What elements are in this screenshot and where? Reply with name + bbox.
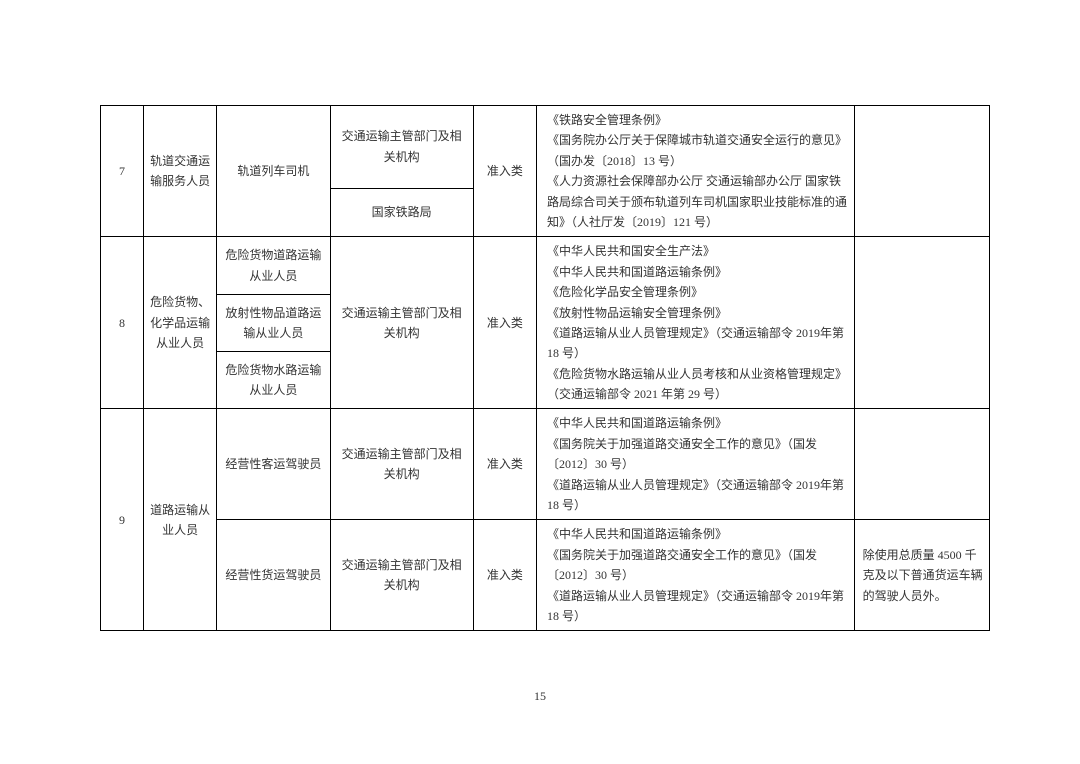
cell-type: 准入类: [473, 520, 536, 631]
cell-note: 除使用总质量 4500 千克及以下普通货运车辆的驾驶人员外。: [854, 520, 989, 631]
cell-dept: 国家铁路局: [330, 188, 473, 237]
cell-subcategory: 经营性货运驾驶员: [217, 520, 330, 631]
table-row: 7 轨道交通运输服务人员 轨道列车司机 交通运输主管部门及相关机构 准入类 《铁…: [101, 106, 990, 189]
table-row: 经营性货运驾驶员 交通运输主管部门及相关机构 准入类 《中华人民共和国道路运输条…: [101, 520, 990, 631]
cell-dept: 交通运输主管部门及相关机构: [330, 409, 473, 520]
cell-num: 7: [101, 106, 144, 237]
cell-category: 危险货物、化学品运输从业人员: [144, 237, 217, 409]
cell-type: 准入类: [473, 106, 536, 237]
cell-dept: 交通运输主管部门及相关机构: [330, 520, 473, 631]
cell-dept: 交通运输主管部门及相关机构: [330, 237, 473, 409]
regulation-table: 7 轨道交通运输服务人员 轨道列车司机 交通运输主管部门及相关机构 准入类 《铁…: [100, 105, 990, 631]
cell-note: [854, 237, 989, 409]
cell-subcategory: 放射性物品道路运输从业人员: [217, 294, 330, 351]
page-number: 15: [0, 689, 1080, 704]
cell-category: 道路运输从业人员: [144, 409, 217, 631]
cell-subcategory: 经营性客运驾驶员: [217, 409, 330, 520]
cell-category: 轨道交通运输服务人员: [144, 106, 217, 237]
document-page: 7 轨道交通运输服务人员 轨道列车司机 交通运输主管部门及相关机构 准入类 《铁…: [0, 0, 1080, 764]
cell-subcategory: 危险货物水路运输从业人员: [217, 352, 330, 409]
cell-num: 9: [101, 409, 144, 631]
cell-dept: 交通运输主管部门及相关机构: [330, 106, 473, 189]
cell-regulation: 《中华人民共和国道路运输条例》 《国务院关于加强道路交通安全工作的意见》（国发〔…: [536, 409, 854, 520]
cell-note: [854, 409, 989, 520]
cell-regulation: 《铁路安全管理条例》 《国务院办公厅关于保障城市轨道交通安全运行的意见》（国办发…: [536, 106, 854, 237]
cell-subcategory: 轨道列车司机: [217, 106, 330, 237]
cell-subcategory: 危险货物道路运输从业人员: [217, 237, 330, 294]
table-row: 9 道路运输从业人员 经营性客运驾驶员 交通运输主管部门及相关机构 准入类 《中…: [101, 409, 990, 520]
cell-regulation: 《中华人民共和国道路运输条例》 《国务院关于加强道路交通安全工作的意见》（国发〔…: [536, 520, 854, 631]
table-row: 8 危险货物、化学品运输从业人员 危险货物道路运输从业人员 交通运输主管部门及相…: [101, 237, 990, 294]
cell-note: [854, 106, 989, 237]
cell-type: 准入类: [473, 237, 536, 409]
cell-num: 8: [101, 237, 144, 409]
cell-type: 准入类: [473, 409, 536, 520]
cell-regulation: 《中华人民共和国安全生产法》 《中华人民共和国道路运输条例》 《危险化学品安全管…: [536, 237, 854, 409]
